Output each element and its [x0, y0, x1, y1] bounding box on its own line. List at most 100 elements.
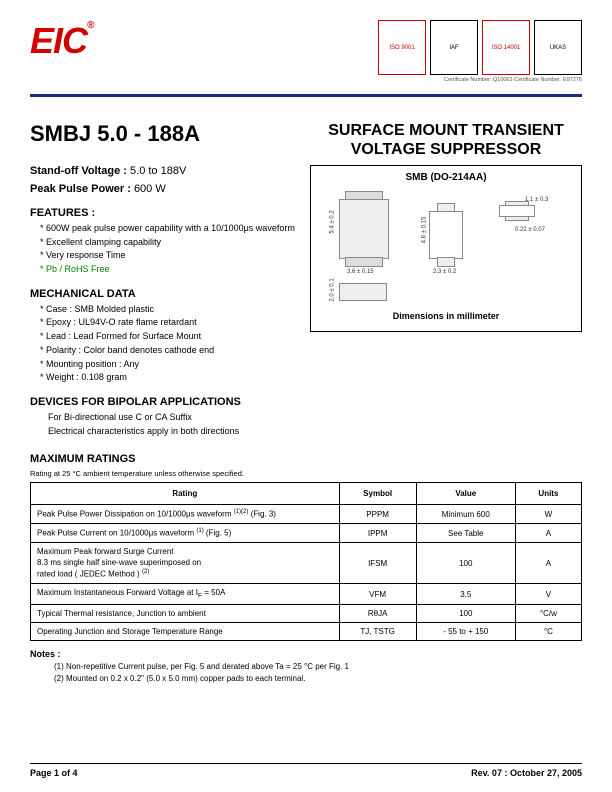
mech-item: * Polarity : Color band denotes cathode … — [40, 345, 300, 357]
logo-reg: ® — [87, 20, 93, 31]
cert-block: ISO 9001 IAF ISO 14001 UKAS Certificate … — [378, 20, 582, 83]
logo-block: EIC® — [30, 20, 93, 62]
col-symbol: Symbol — [339, 483, 416, 505]
note-item: (1) Non-repetitive Current pulse, per Fi… — [54, 662, 582, 671]
feature-item: * Excellent clamping capability — [40, 237, 300, 249]
ratings-tbody: Peak Pulse Power Dissipation on 10/1000μ… — [31, 505, 582, 641]
standoff-voltage: Stand-off Voltage : 5.0 to 188V — [30, 165, 300, 177]
mech-item: * Epoxy : UL94V-O rate flame retardant — [40, 317, 300, 329]
cell-rating: Operating Junction and Storage Temperatu… — [31, 623, 340, 641]
product-title: SURFACE MOUNT TRANSIENT VOLTAGE SUPPRESS… — [310, 121, 582, 159]
dim-label: 2.3 ± 0.2 — [433, 269, 456, 275]
footer-row: Page 1 of 4 Rev. 07 : October 27, 2005 — [30, 768, 582, 778]
cert-badge-iso14001: ISO 14001 — [482, 20, 530, 75]
part-number: SMBJ 5.0 - 188A — [30, 121, 300, 147]
mechanical-heading: MECHANICAL DATA — [30, 288, 300, 300]
col-rating: Rating — [31, 483, 340, 505]
cert-badges: ISO 9001 IAF ISO 14001 UKAS — [378, 20, 582, 75]
logo-text: EIC — [30, 20, 87, 61]
note-item: (2) Mounted on 0.2 x 0.2" (5.0 x 5.0 mm)… — [54, 674, 582, 683]
cell-symbol: VFM — [339, 584, 416, 605]
table-row: Peak Pulse Power Dissipation on 10/1000μ… — [31, 505, 582, 524]
features-heading: FEATURES : — [30, 207, 300, 219]
company-logo: EIC® — [30, 20, 93, 61]
cell-units: °C — [515, 623, 581, 641]
dim-label: 2.0 ± 0.1 — [330, 279, 336, 302]
feature-item: * 600W peak pulse power capability with … — [40, 223, 300, 235]
cell-symbol: TJ, TSTG — [339, 623, 416, 641]
dim-label: 1.1 ± 0.3 — [525, 197, 548, 203]
cell-symbol: IPPM — [339, 524, 416, 543]
header-rule — [30, 94, 582, 97]
mech-item: * Case : SMB Molded plastic — [40, 304, 300, 316]
package-drawing: 5.4 ± 0.2 3.6 ± 0.15 4.6 ± 0.15 2.3 ± 0.… — [319, 187, 573, 305]
package-caption: Dimensions in millimeter — [319, 311, 573, 321]
pkg-shape — [429, 211, 463, 259]
bipolar-item: Electrical characteristics apply in both… — [48, 426, 300, 438]
revision-date: Rev. 07 : October 27, 2005 — [471, 768, 582, 778]
cell-value: Minimum 600 — [416, 505, 515, 524]
peak-pulse-power: Peak Pulse Power : 600 W — [30, 183, 300, 195]
table-row: Typical Thermal resistance, Junction to … — [31, 605, 582, 623]
cell-rating: Peak Pulse Current on 10/1000μs waveform… — [31, 524, 340, 543]
cert-badge-iaf: IAF — [430, 20, 478, 75]
feature-item-rohs: * Pb / RoHS Free — [40, 264, 300, 276]
table-row: Maximum Instantaneous Forward Voltage at… — [31, 584, 582, 605]
cert-subtext: Certificate Number: Q10063 Certificate N… — [378, 77, 582, 83]
left-column: SMBJ 5.0 - 188A Stand-off Voltage : 5.0 … — [30, 121, 310, 439]
ratings-table: Rating Symbol Value Units Peak Pulse Pow… — [30, 482, 582, 641]
table-header-row: Rating Symbol Value Units — [31, 483, 582, 505]
mech-item: * Lead : Lead Formed for Surface Mount — [40, 331, 300, 343]
header-bar: EIC® ISO 9001 IAF ISO 14001 UKAS Certifi… — [30, 20, 582, 88]
cell-rating: Typical Thermal resistance, Junction to … — [31, 605, 340, 623]
dim-label: 5.4 ± 0.2 — [330, 211, 336, 234]
product-title-l1: SURFACE MOUNT TRANSIENT — [310, 121, 582, 140]
cell-units: W — [515, 505, 581, 524]
bipolar-item: For Bi-directional use C or CA Suffix — [48, 412, 300, 424]
pkg-shape — [339, 199, 389, 259]
cell-units: °C/w — [515, 605, 581, 623]
max-ratings-heading: MAXIMUM RATINGS — [30, 453, 582, 465]
footer-rule — [30, 763, 582, 764]
page-footer: Page 1 of 4 Rev. 07 : October 27, 2005 — [30, 763, 582, 778]
package-title: SMB (DO-214AA) — [319, 172, 573, 183]
mech-item: * Weight : 0.108 gram — [40, 372, 300, 384]
pkg-shape — [339, 283, 387, 301]
cell-value: 100 — [416, 605, 515, 623]
feature-item: * Very response Time — [40, 250, 300, 262]
mech-item: * Mounting position : Any — [40, 359, 300, 371]
pkg-shape — [499, 205, 535, 217]
cell-units: V — [515, 584, 581, 605]
col-units: Units — [515, 483, 581, 505]
page-number: Page 1 of 4 — [30, 768, 78, 778]
dim-label: 4.6 ± 0.15 — [421, 217, 427, 244]
cell-value: 3.5 — [416, 584, 515, 605]
package-drawing-box: SMB (DO-214AA) 5.4 ± 0.2 3.6 ± 0.15 4.6 … — [310, 165, 582, 332]
ratings-condition-note: Rating at 25 °C ambient temperature unle… — [30, 469, 582, 478]
right-column: SURFACE MOUNT TRANSIENT VOLTAGE SUPPRESS… — [310, 121, 582, 439]
dim-label: 0.22 ± 0.07 — [515, 227, 545, 233]
cell-value: - 55 to + 150 — [416, 623, 515, 641]
cell-value: See Table — [416, 524, 515, 543]
cell-rating: Maximum Peak forward Surge Current8.3 ms… — [31, 542, 340, 583]
table-row: Peak Pulse Current on 10/1000μs waveform… — [31, 524, 582, 543]
content-columns: SMBJ 5.0 - 188A Stand-off Voltage : 5.0 … — [30, 121, 582, 439]
cell-symbol: PPPM — [339, 505, 416, 524]
table-row: Operating Junction and Storage Temperatu… — [31, 623, 582, 641]
bipolar-heading: DEVICES FOR BIPOLAR APPLICATIONS — [30, 396, 300, 408]
cell-symbol: IFSM — [339, 542, 416, 583]
table-row: Maximum Peak forward Surge Current8.3 ms… — [31, 542, 582, 583]
cert-badge-iso9001: ISO 9001 — [378, 20, 426, 75]
cell-rating: Peak Pulse Power Dissipation on 10/1000μ… — [31, 505, 340, 524]
cell-symbol: RθJA — [339, 605, 416, 623]
pkg-shape — [345, 257, 383, 267]
cell-units: A — [515, 542, 581, 583]
cell-units: A — [515, 524, 581, 543]
notes-heading: Notes : — [30, 649, 582, 659]
pkg-shape — [437, 257, 455, 267]
cert-badge-ukas: UKAS — [534, 20, 582, 75]
product-title-l2: VOLTAGE SUPPRESSOR — [310, 140, 582, 159]
col-value: Value — [416, 483, 515, 505]
cell-value: 100 — [416, 542, 515, 583]
dim-label: 3.6 ± 0.15 — [347, 269, 374, 275]
